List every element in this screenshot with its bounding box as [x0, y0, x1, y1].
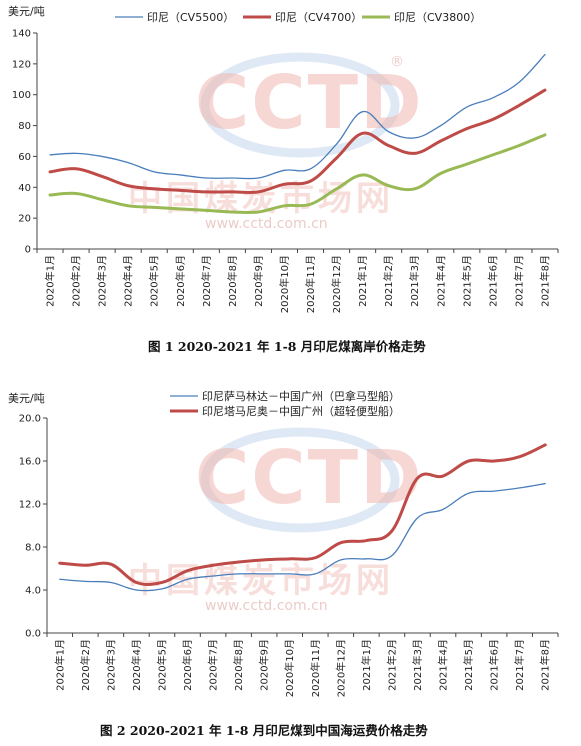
x-tick-label: 2021年4月 [437, 639, 450, 691]
y-tick-label: 60 [18, 152, 31, 163]
y-tick-label: 20 [18, 214, 31, 225]
plot-lines [48, 53, 547, 215]
x-tick-label: 2020年9月 [258, 639, 271, 691]
x-tick-label: 2021年1月 [356, 255, 369, 307]
y-tick-label: 80 [18, 121, 31, 132]
x-tick-label: 2020年12月 [330, 255, 343, 313]
y-axis-unit: 美元/吨 [8, 392, 45, 405]
x-tick-label: 2021年2月 [385, 639, 398, 691]
x-tick-label: 2021年6月 [486, 255, 499, 307]
x-tick-label: 2020年7月 [200, 255, 213, 307]
legend-label: 印尼塔马尼奥－中国广州（超轻便型船） [202, 404, 400, 418]
watermark-registered-mark: ® [390, 54, 404, 70]
x-tick-label: 2020年6月 [181, 639, 194, 691]
x-tick-label: 2020年11月 [304, 255, 317, 313]
x-tick-label: 2021年8月 [539, 639, 552, 691]
series-line-2 [48, 88, 547, 195]
x-tick-label: 2021年7月 [512, 255, 525, 307]
series-line-3 [48, 133, 547, 215]
watermark-1: CCTD ® 中国煤炭市场网 www.cctd.com.cn [128, 52, 424, 232]
x-tick-label: 2020年8月 [226, 255, 239, 307]
plot-lines [58, 443, 547, 592]
x-tick-label: 2020年8月 [232, 639, 245, 691]
x-tick-label: 2020年5月 [148, 255, 161, 307]
x-tick-label: 2020年2月 [70, 255, 83, 307]
chart-2-title: 图 2 2020-2021 年 1-8 月印尼煤到中国海运费价格走势 [100, 723, 428, 738]
x-tick-label: 2021年8月 [538, 255, 551, 307]
x-tick-label: 2020年4月 [122, 255, 135, 307]
x-tick-label: 2020年4月 [130, 639, 143, 691]
watermark-logo: CCTD [195, 435, 424, 521]
watermark-2: CCTD 中国煤炭市场网 www.cctd.com.cn [128, 427, 424, 614]
x-tick-label: 2021年5月 [460, 255, 473, 307]
chart-1-title: 图 1 2020-2021 年 1-8 月印尼煤离岸价格走势 [148, 339, 426, 354]
x-tick-label: 2021年3月 [411, 639, 424, 691]
x-tick-label: 2020年10月 [283, 639, 296, 697]
y-tick-label: 16.0 [19, 457, 41, 468]
x-tick-label: 2020年3月 [104, 639, 117, 691]
chart-2: CCTD 中国煤炭市场网 www.cctd.com.cn 美元/吨 0.0 4.0… [8, 389, 559, 738]
x-tick-label: 2020年9月 [252, 255, 265, 307]
watermark-url: www.cctd.com.cn [205, 598, 328, 614]
x-tick-label: 2021年5月 [462, 639, 475, 691]
y-tick-label: 120 [12, 59, 31, 70]
x-tick-label: 2020年1月 [53, 639, 66, 691]
x-tick-label: 2020年11月 [309, 639, 322, 697]
x-tick-label: 2020年5月 [155, 639, 168, 691]
y-tick-label: 20.0 [19, 414, 41, 425]
y-tick-label: 0.0 [25, 629, 41, 640]
x-tick-label: 2021年1月 [360, 639, 373, 691]
x-tick-label: 2020年1月 [44, 255, 57, 307]
x-tick-label: 2020年10月 [278, 255, 291, 313]
legend-label: 印尼（CV3800） [394, 11, 481, 24]
y-axis-unit: 美元/吨 [8, 5, 45, 18]
x-tick-label: 2020年12月 [334, 639, 347, 697]
y-tick-label: 12.0 [19, 500, 41, 511]
x-tick-label: 2020年3月 [96, 255, 109, 307]
watermark-arc-icon [200, 52, 400, 158]
x-tick-label: 2020年6月 [174, 255, 187, 307]
y-axis: 0 20 40 60 80 100 120 140 [12, 29, 38, 256]
legend: 印尼（CV5500） 印尼（CV4700） 印尼（CV3800） [115, 11, 481, 24]
series-line-1 [59, 482, 546, 592]
legend-label: 印尼萨马林达－中国广州（巴拿马型船） [202, 389, 400, 403]
legend-label: 印尼（CV4700） [275, 11, 362, 24]
watermark-logo: CCTD [195, 60, 424, 146]
y-tick-label: 140 [12, 29, 31, 40]
x-tick-label: 2021年4月 [434, 255, 447, 307]
legend: 印尼萨马林达－中国广州（巴拿马型船）印尼塔马尼奥－中国广州（超轻便型船） [170, 389, 400, 418]
series-line-2 [58, 443, 547, 587]
y-tick-label: 0 [25, 245, 31, 256]
x-tick-label: 2020年7月 [207, 639, 220, 691]
y-axis: 0.0 4.0 8.0 12.0 16.0 20.0 [19, 414, 48, 640]
x-tick-label: 2021年3月 [408, 255, 421, 307]
y-tick-label: 8.0 [25, 543, 41, 554]
series-line-1 [49, 53, 546, 180]
watermark-url: www.cctd.com.cn [205, 216, 328, 232]
y-tick-label: 40 [18, 183, 31, 194]
chart-1: CCTD ® 中国煤炭市场网 www.cctd.com.cn 美元/吨 0 20 4… [8, 5, 559, 354]
x-tick-label: 2021年2月 [382, 255, 395, 307]
y-tick-label: 4.0 [25, 586, 41, 597]
x-axis: 2020年1月 2020年2月 2020年3月 2020年4月 2020年5月 2020年… [46, 632, 559, 697]
y-tick-label: 100 [12, 90, 31, 101]
x-tick-label: 2020年2月 [79, 639, 92, 691]
legend-label: 印尼（CV5500） [147, 11, 234, 24]
watermark-arc-icon [200, 427, 400, 533]
watermark-name: 中国煤炭市场网 [128, 561, 394, 601]
x-tick-label: 2021年7月 [513, 639, 526, 691]
x-tick-label: 2021年6月 [488, 639, 501, 691]
x-axis: 2020年1月 2020年2月 2020年3月 2020年4月 2020年5月 2020年… [36, 248, 559, 313]
